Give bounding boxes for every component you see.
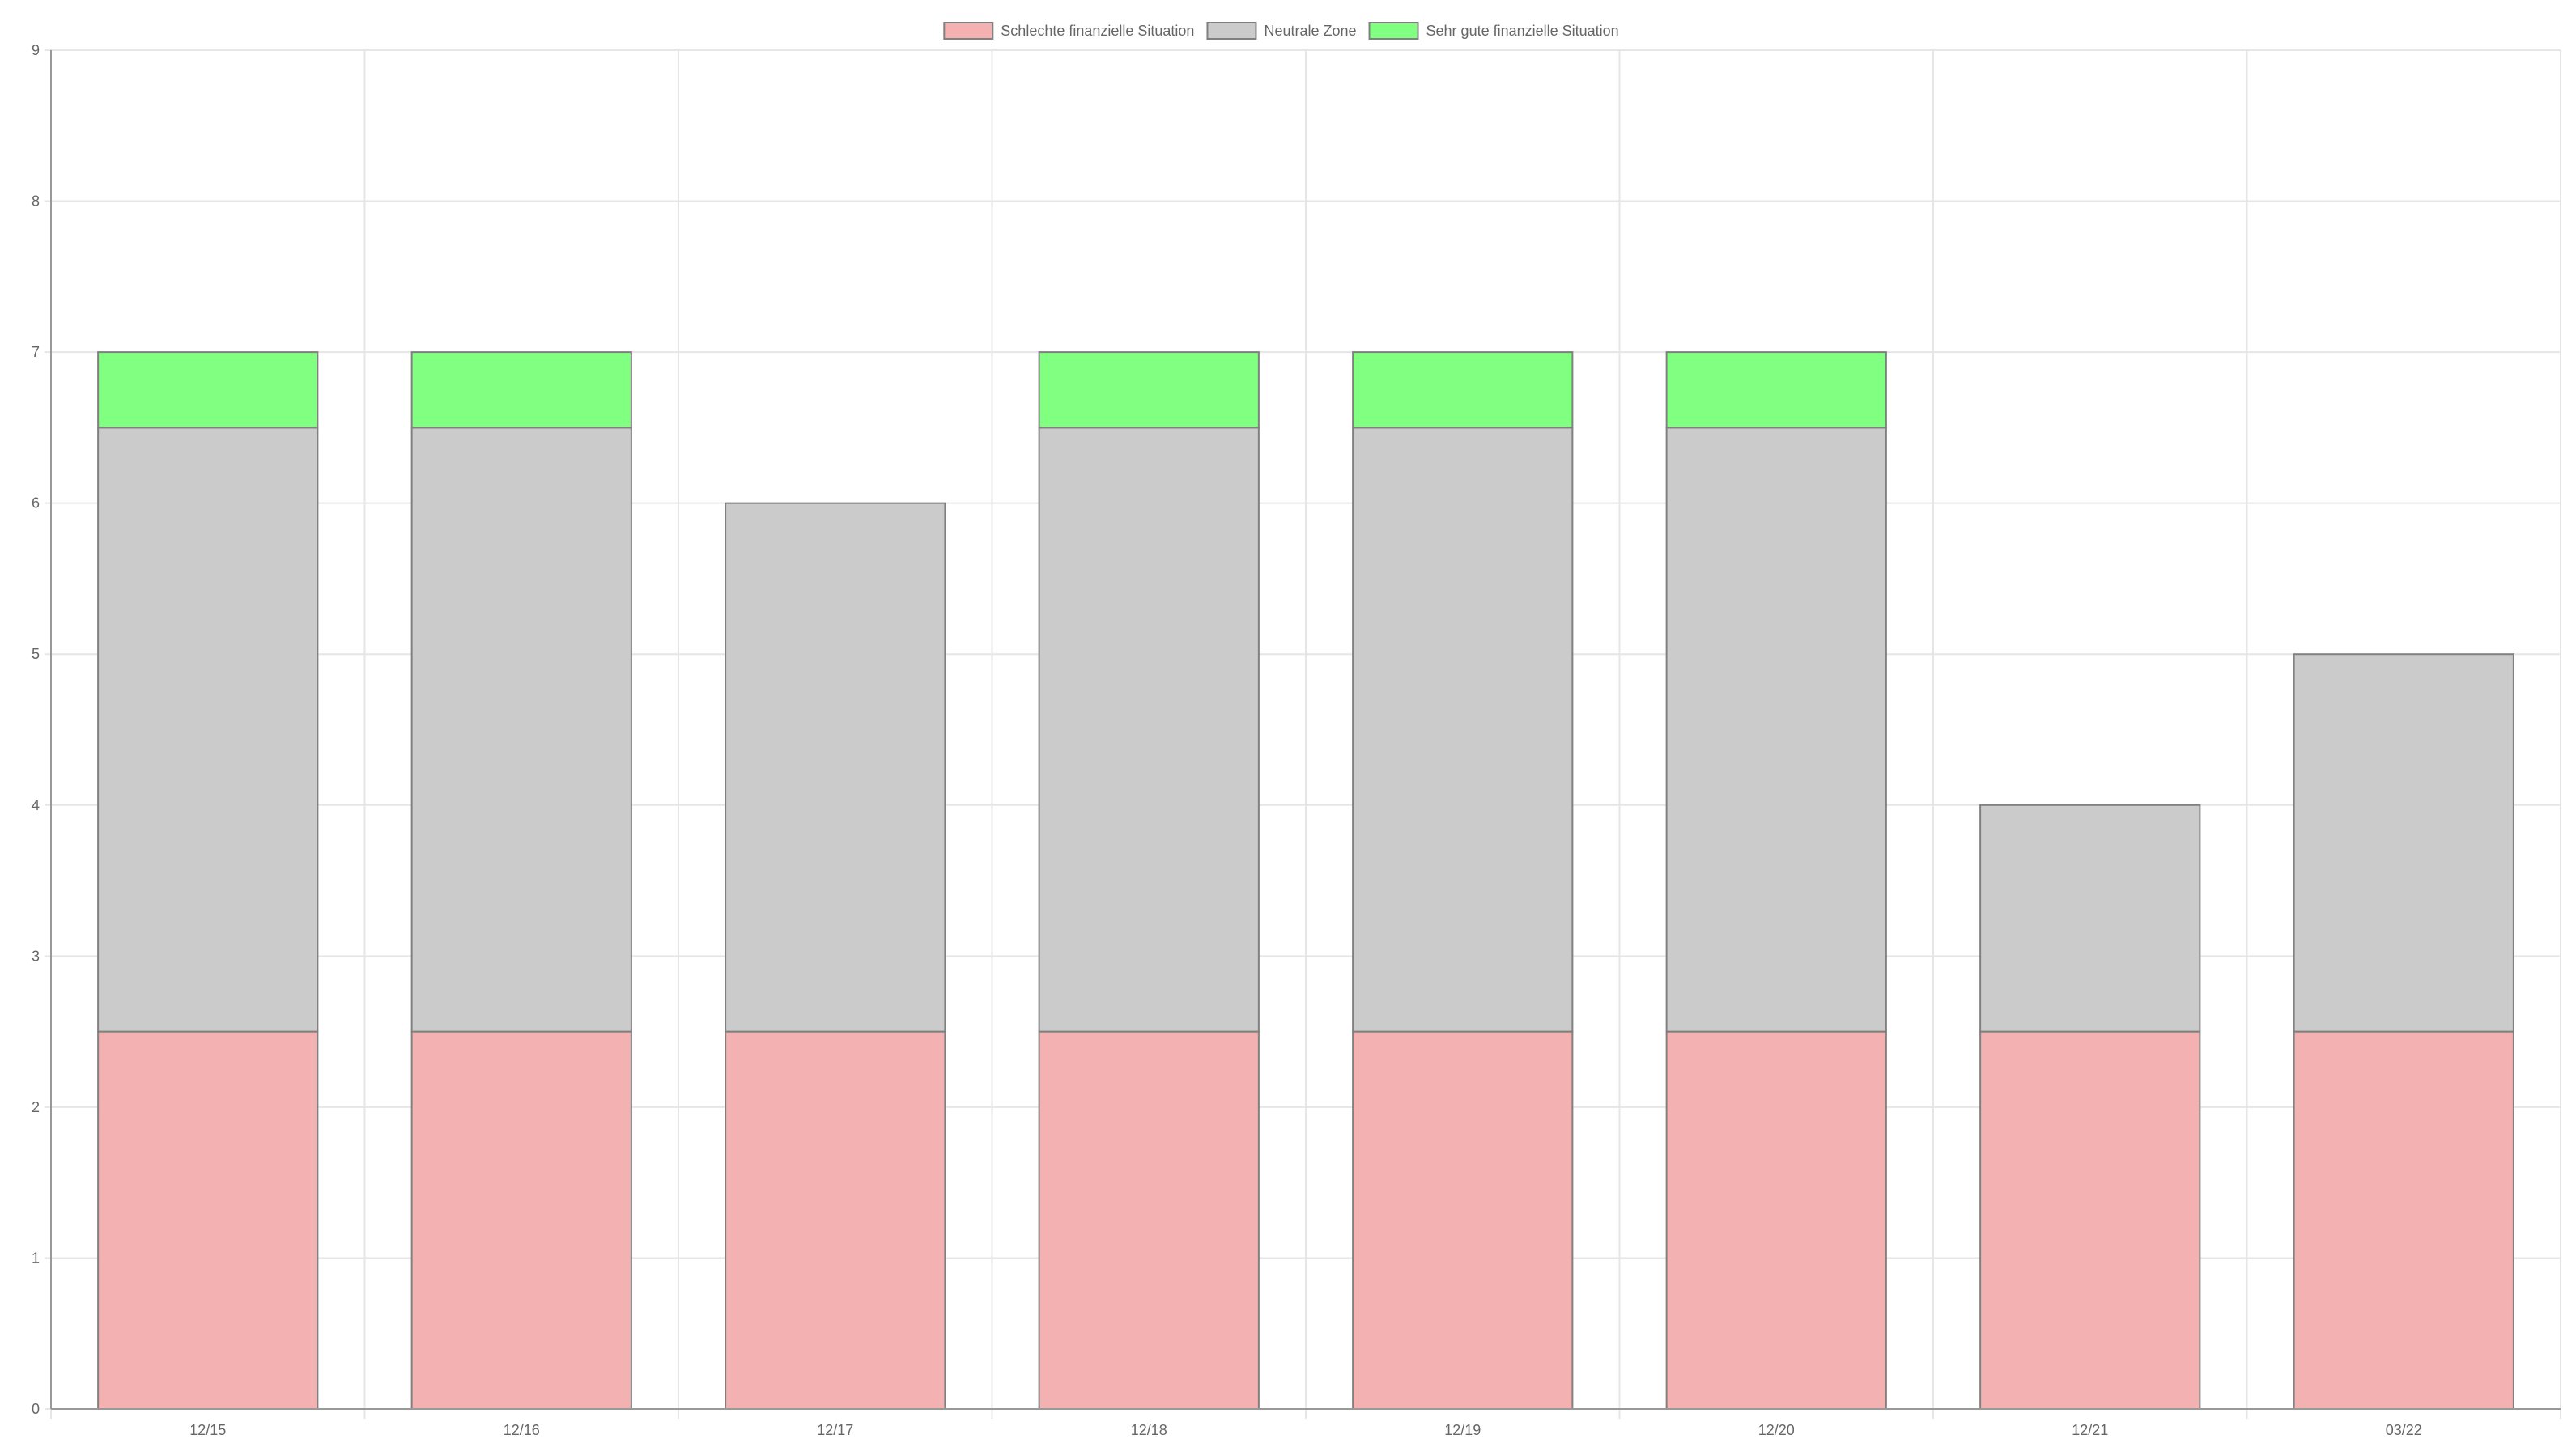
legend-label: Neutrale Zone xyxy=(1264,23,1356,39)
y-tick-label: 8 xyxy=(32,193,40,210)
x-tick-label: 12/18 xyxy=(1131,1422,1167,1438)
x-tick-label: 03/22 xyxy=(2386,1422,2422,1438)
legend-label: Schlechte finanzielle Situation xyxy=(1001,23,1194,39)
bar-segment-bad[interactable] xyxy=(1038,1030,1260,1410)
bar-segment-neutral[interactable] xyxy=(1352,427,1574,1033)
bar-segment-good[interactable] xyxy=(410,351,632,429)
x-tick-label: 12/17 xyxy=(817,1422,853,1438)
legend-item[interactable]: Sehr gute finanzielle Situation xyxy=(1368,22,1619,40)
legend-label: Sehr gute finanzielle Situation xyxy=(1426,23,1619,39)
legend-item[interactable]: Neutrale Zone xyxy=(1206,22,1357,40)
bar-segment-bad[interactable] xyxy=(1352,1030,1574,1410)
legend-swatch xyxy=(1368,22,1419,40)
bar-segment-good[interactable] xyxy=(1352,351,1574,429)
bar-segment-bad[interactable] xyxy=(2293,1030,2514,1410)
bar-segment-neutral[interactable] xyxy=(1979,804,2201,1033)
bar-segment-bad[interactable] xyxy=(1979,1030,2201,1410)
x-tick-label: 12/16 xyxy=(504,1422,540,1438)
bar-segment-neutral[interactable] xyxy=(725,502,946,1033)
x-tick-label: 12/20 xyxy=(1758,1422,1795,1438)
bar-segment-bad[interactable] xyxy=(1665,1030,1887,1410)
y-tick-label: 9 xyxy=(32,42,40,58)
legend-swatch xyxy=(943,22,994,40)
bar-segment-good[interactable] xyxy=(97,351,319,429)
bar-segment-neutral[interactable] xyxy=(1038,427,1260,1033)
y-tick-label: 6 xyxy=(32,495,40,512)
bar-segment-good[interactable] xyxy=(1038,351,1260,429)
y-tick-label: 2 xyxy=(32,1099,40,1115)
bar-segment-bad[interactable] xyxy=(410,1030,632,1410)
x-tick-label: 12/15 xyxy=(189,1422,226,1438)
bars xyxy=(97,351,2514,1410)
y-tick-label: 0 xyxy=(32,1401,40,1417)
bar-segment-bad[interactable] xyxy=(725,1030,946,1410)
x-tick-label: 12/19 xyxy=(1444,1422,1481,1438)
y-tick-label: 3 xyxy=(32,948,40,964)
y-tick-label: 7 xyxy=(32,344,40,360)
bar-segment-neutral[interactable] xyxy=(410,427,632,1033)
legend-item[interactable]: Schlechte finanzielle Situation xyxy=(943,22,1194,40)
bar-segment-bad[interactable] xyxy=(97,1030,319,1410)
legend[interactable]: Schlechte finanzielle Situation Neutrale … xyxy=(943,22,1619,40)
y-tick-label: 4 xyxy=(32,797,40,813)
bar-segment-good[interactable] xyxy=(1665,351,1887,429)
y-tick-label: 1 xyxy=(32,1250,40,1266)
bar-segment-neutral[interactable] xyxy=(2293,653,2514,1033)
y-tick-label: 5 xyxy=(32,646,40,662)
x-tick-label: 12/21 xyxy=(2072,1422,2108,1438)
legend-swatch xyxy=(1206,22,1257,40)
bar-segment-neutral[interactable] xyxy=(97,427,319,1033)
bar-segment-neutral[interactable] xyxy=(1665,427,1887,1033)
axes: 0 1 2 3 4 5 6 7 8 9 12/15 12/16 12/17 12/18 12/19 12/20… xyxy=(32,42,2561,1438)
